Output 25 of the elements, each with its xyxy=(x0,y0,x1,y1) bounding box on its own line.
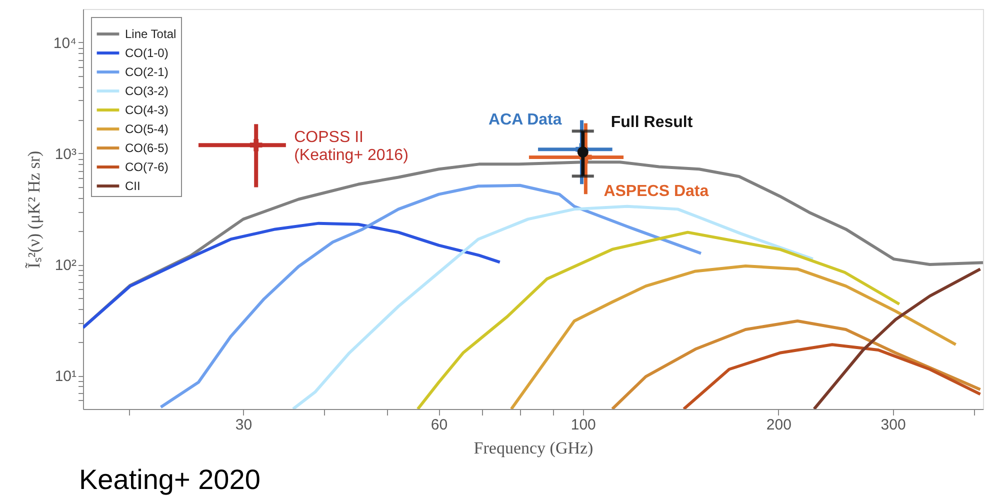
y-tick-label: 10² xyxy=(54,257,76,274)
x-tick-label: 200 xyxy=(766,416,792,434)
x-tick-label: 100 xyxy=(570,416,596,434)
x-tick-label: 30 xyxy=(235,416,252,434)
legend-label: CO(4-3) xyxy=(125,103,168,117)
series-label: ASPECS Data xyxy=(604,183,709,200)
series-label: COPSS II (Keating+ 2016) xyxy=(294,129,408,164)
x-tick-label: 60 xyxy=(430,416,448,434)
legend-label: CO(2-1) xyxy=(125,65,168,79)
legend-label: CII xyxy=(125,179,140,193)
legend-label: Line Total xyxy=(125,27,176,41)
legend-label: CO(3-2) xyxy=(125,84,168,98)
x-axis-title: Frequency (GHz) xyxy=(474,438,594,458)
legend-label: CO(6-5) xyxy=(125,141,168,155)
legend-label: CO(1-0) xyxy=(125,46,168,60)
y-tick-label: 10¹ xyxy=(54,368,76,386)
y-axis-title: Ĩₛ²(ν) (μK² Hz sr) xyxy=(24,150,44,268)
series-label: ACA Data xyxy=(488,111,562,128)
y-tick-label: 10³ xyxy=(54,146,76,163)
legend-label: Full Result xyxy=(610,114,694,132)
text: Keating+ 2020 xyxy=(79,464,260,495)
legend-label: CO(7-6) xyxy=(125,160,168,174)
legend-label: CO(5-4) xyxy=(125,122,168,136)
x-tick-label: 300 xyxy=(880,416,906,434)
y-tick-label: 10⁴ xyxy=(53,34,76,52)
